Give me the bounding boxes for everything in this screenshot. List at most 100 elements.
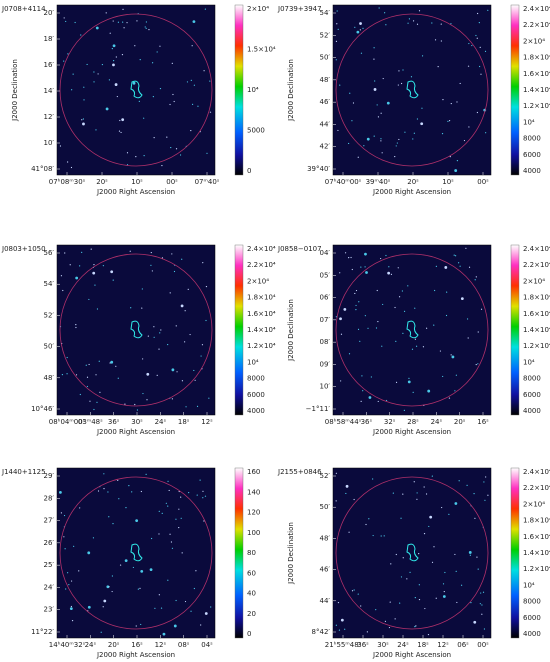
star bbox=[475, 34, 477, 37]
y-tick-label: 54′ bbox=[44, 280, 55, 288]
y-tick-label: 12′ bbox=[44, 113, 55, 121]
star bbox=[146, 399, 148, 401]
star bbox=[384, 620, 386, 622]
star bbox=[441, 506, 443, 509]
star bbox=[171, 253, 173, 255]
star bbox=[70, 605, 73, 608]
star bbox=[358, 301, 360, 303]
star bbox=[162, 632, 166, 636]
star bbox=[481, 604, 483, 606]
star bbox=[451, 355, 455, 359]
star bbox=[400, 517, 402, 519]
star bbox=[95, 26, 99, 30]
star bbox=[93, 81, 95, 83]
star bbox=[335, 316, 337, 318]
star bbox=[399, 602, 401, 604]
star bbox=[423, 533, 426, 535]
star bbox=[421, 107, 423, 109]
star bbox=[171, 368, 175, 372]
y-tick-label: 05′ bbox=[320, 271, 331, 279]
star bbox=[340, 333, 343, 335]
field-circle bbox=[59, 13, 213, 167]
star bbox=[476, 37, 478, 39]
star bbox=[398, 70, 400, 72]
star bbox=[152, 96, 154, 98]
star bbox=[421, 55, 424, 57]
x-axis-label: J2000 Right Ascension bbox=[96, 651, 175, 659]
star bbox=[466, 484, 468, 487]
colorbar-label: 10⁴ bbox=[523, 581, 535, 589]
star bbox=[171, 62, 173, 64]
y-tick-label: 10′ bbox=[44, 139, 55, 147]
star bbox=[126, 164, 129, 166]
star bbox=[106, 585, 110, 589]
colorbar-label: 8000 bbox=[523, 598, 541, 606]
star bbox=[484, 50, 487, 53]
star bbox=[158, 510, 160, 512]
star bbox=[64, 252, 66, 254]
star bbox=[460, 297, 464, 301]
star bbox=[103, 473, 105, 475]
star bbox=[135, 156, 137, 158]
x-tick-label: 07ʰ40ᵐ00ˢ bbox=[325, 178, 362, 186]
colorbar-label: 1.4×10⁴ bbox=[523, 549, 550, 557]
star bbox=[102, 606, 104, 608]
star bbox=[478, 22, 480, 24]
star bbox=[360, 605, 362, 607]
star bbox=[465, 247, 467, 249]
star bbox=[87, 551, 91, 555]
star bbox=[92, 271, 96, 275]
star bbox=[175, 518, 177, 520]
star bbox=[450, 354, 452, 356]
star bbox=[86, 63, 88, 66]
star bbox=[159, 332, 161, 334]
star bbox=[484, 499, 486, 501]
star bbox=[380, 535, 382, 537]
star bbox=[204, 495, 207, 497]
star bbox=[105, 12, 107, 14]
star bbox=[431, 22, 433, 24]
star bbox=[151, 62, 154, 64]
star bbox=[468, 551, 472, 554]
star bbox=[89, 400, 91, 402]
star bbox=[381, 345, 383, 347]
star bbox=[414, 597, 416, 599]
star bbox=[101, 63, 104, 66]
star bbox=[111, 48, 113, 50]
colorbar-label: 1.2×10⁴ bbox=[247, 342, 276, 350]
source-contour bbox=[406, 80, 419, 99]
star bbox=[170, 541, 173, 543]
star bbox=[126, 22, 128, 24]
y-tick-label: 24′ bbox=[44, 583, 55, 591]
star bbox=[409, 571, 411, 573]
star bbox=[121, 54, 124, 56]
y-tick-label: 42′ bbox=[320, 143, 331, 151]
star bbox=[388, 266, 390, 268]
star bbox=[450, 102, 452, 105]
star bbox=[474, 517, 476, 519]
star bbox=[428, 525, 430, 528]
star bbox=[109, 362, 111, 364]
x-tick-label: 08ˢ bbox=[178, 641, 190, 649]
star bbox=[117, 21, 120, 23]
y-tick-label: 20′ bbox=[44, 9, 55, 17]
star bbox=[456, 101, 458, 103]
star bbox=[115, 365, 117, 367]
star bbox=[398, 138, 400, 141]
star bbox=[75, 324, 77, 326]
star bbox=[193, 84, 195, 86]
field-circle bbox=[59, 476, 213, 630]
star bbox=[442, 595, 446, 598]
star bbox=[373, 58, 375, 60]
colorbar-label: 80 bbox=[247, 549, 256, 557]
colorbar-label: 10⁴ bbox=[247, 86, 259, 94]
star bbox=[482, 591, 485, 593]
star bbox=[178, 526, 180, 529]
star bbox=[61, 374, 64, 376]
star bbox=[60, 512, 62, 514]
star bbox=[434, 289, 436, 292]
x-tick-label: 20ˢ bbox=[96, 178, 108, 186]
star bbox=[180, 517, 182, 519]
star bbox=[192, 20, 196, 23]
star bbox=[355, 289, 358, 292]
